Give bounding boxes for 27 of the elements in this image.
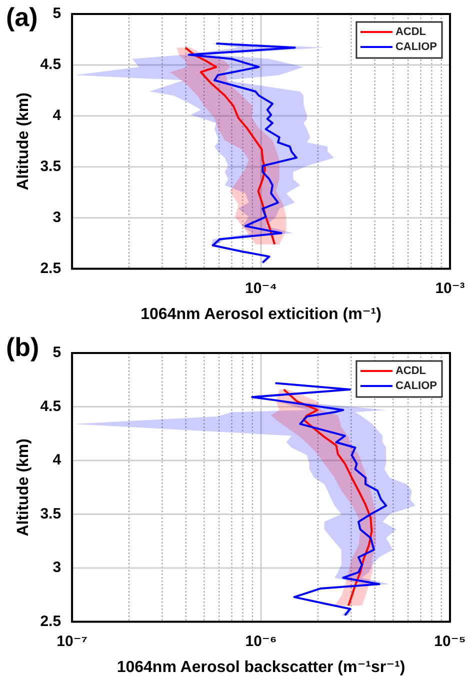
- y-axis-title: Altitude (km): [15, 438, 32, 536]
- legend-label: ACDL: [395, 365, 426, 378]
- legend-label: CALIOP: [395, 41, 438, 54]
- x-tick-label: 10⁻³: [435, 280, 465, 297]
- x-tick-label: 10⁻⁶: [245, 632, 277, 650]
- y-tick-label: 3.5: [40, 505, 62, 522]
- y-tick-label: 2.5: [40, 612, 62, 630]
- x-tick-label: 10⁻⁴: [245, 280, 278, 297]
- y-tick-label: 4.5: [40, 56, 62, 74]
- y-tick-label: 3: [52, 208, 62, 226]
- x-tick-label: 10⁻⁷: [56, 632, 88, 650]
- y-tick-label: 2.5: [40, 260, 62, 277]
- y-tick-label: 4: [52, 452, 62, 469]
- y-tick-label: 4: [52, 107, 62, 124]
- y-tick-label: 3: [52, 559, 62, 576]
- legend-label: CALIOP: [395, 380, 438, 392]
- y-tick-label: 3.5: [40, 158, 62, 176]
- x-axis-title: 1064nm Aerosol exticition (m⁻¹): [140, 306, 382, 323]
- y-axis-title: Altitude (km): [15, 92, 32, 190]
- x-axis-title: 1064nm Aerosol backscatter (m⁻¹sr⁻¹): [116, 658, 406, 676]
- chart-title: (b): [6, 332, 40, 362]
- x-tick-label: 10⁻⁵: [434, 632, 466, 650]
- y-tick-label: 4.5: [40, 398, 62, 415]
- y-tick-label: 5: [52, 344, 62, 362]
- legend-label: ACDL: [395, 26, 426, 38]
- y-tick-label: 5: [52, 5, 62, 22]
- chart-title: (a): [6, 2, 38, 32]
